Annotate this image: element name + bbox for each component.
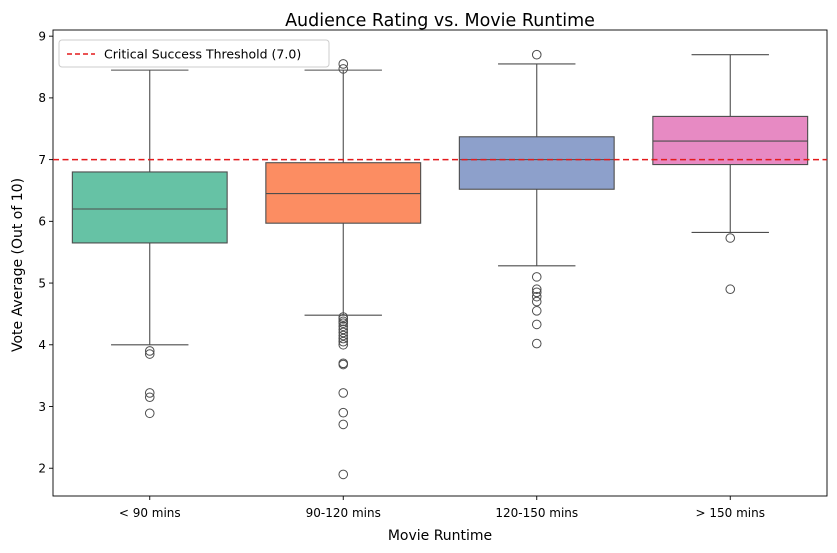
outlier-point (531, 319, 542, 330)
y-axis-label: Vote Average (Out of 10) (10, 178, 26, 352)
outlier-point (725, 233, 736, 243)
outlier-point (338, 388, 349, 398)
outlier-point (531, 291, 542, 302)
y-tick-label: 2 (38, 462, 46, 476)
x-tick-label: 90-120 mins (306, 506, 381, 520)
outlier-point (338, 64, 349, 74)
outlier-point (338, 359, 349, 370)
x-tick-label: < 90 mins (119, 506, 181, 520)
x-tick-label: 120-150 mins (495, 506, 578, 520)
outlier-point (338, 327, 349, 338)
outlier-point (531, 338, 542, 349)
outlier-point (338, 339, 349, 350)
outlier-point (338, 59, 349, 69)
outlier-point (338, 336, 349, 347)
outlier-point (338, 318, 349, 328)
box (265, 162, 422, 224)
y-tick-label: 4 (38, 338, 46, 352)
y-tick-label: 9 (38, 29, 46, 43)
y-tick-label: 8 (38, 91, 46, 105)
y-tick-label: 6 (38, 215, 46, 229)
outlier-point (725, 284, 736, 295)
box (458, 136, 615, 190)
outlier-point (338, 407, 349, 418)
outlier-point (531, 284, 542, 295)
y-tick-label: 3 (38, 400, 46, 414)
box (652, 115, 809, 166)
outlier-point (338, 324, 349, 335)
y-tick-label: 7 (38, 153, 46, 167)
plot-area: 2 3 4 5 6 7 8 9 < 90 mins 90-120 mins 120-150 mins… (38, 29, 828, 520)
outlier-point (531, 287, 542, 298)
outlier-point (338, 321, 349, 332)
chart-title: Audience Rating vs. Movie Runtime (285, 11, 595, 31)
outlier-point (338, 314, 349, 324)
x-tick-label: > 150 mins (696, 506, 765, 520)
axes-frame (52, 29, 828, 497)
y-tick-label: 5 (38, 276, 46, 290)
outlier-point (338, 469, 349, 480)
outlier-point (144, 408, 155, 419)
outlier-point (144, 392, 155, 403)
outlier-point (144, 388, 155, 398)
x-axis-label: Movie Runtime (388, 528, 492, 544)
outlier-point (531, 272, 542, 282)
legend-threshold-label: Critical Success Threshold (7.0) (104, 47, 301, 62)
legend-frame (58, 39, 330, 68)
outlier-point (338, 330, 349, 341)
outlier-point (531, 49, 542, 60)
legend: Critical Success Threshold (7.0) (58, 39, 330, 68)
outlier-point (531, 296, 542, 307)
outlier-point (144, 349, 155, 359)
box (71, 171, 228, 244)
outlier-point (531, 306, 542, 316)
outlier-point (338, 333, 349, 344)
outlier-point (338, 419, 349, 430)
outlier-point (144, 346, 155, 356)
